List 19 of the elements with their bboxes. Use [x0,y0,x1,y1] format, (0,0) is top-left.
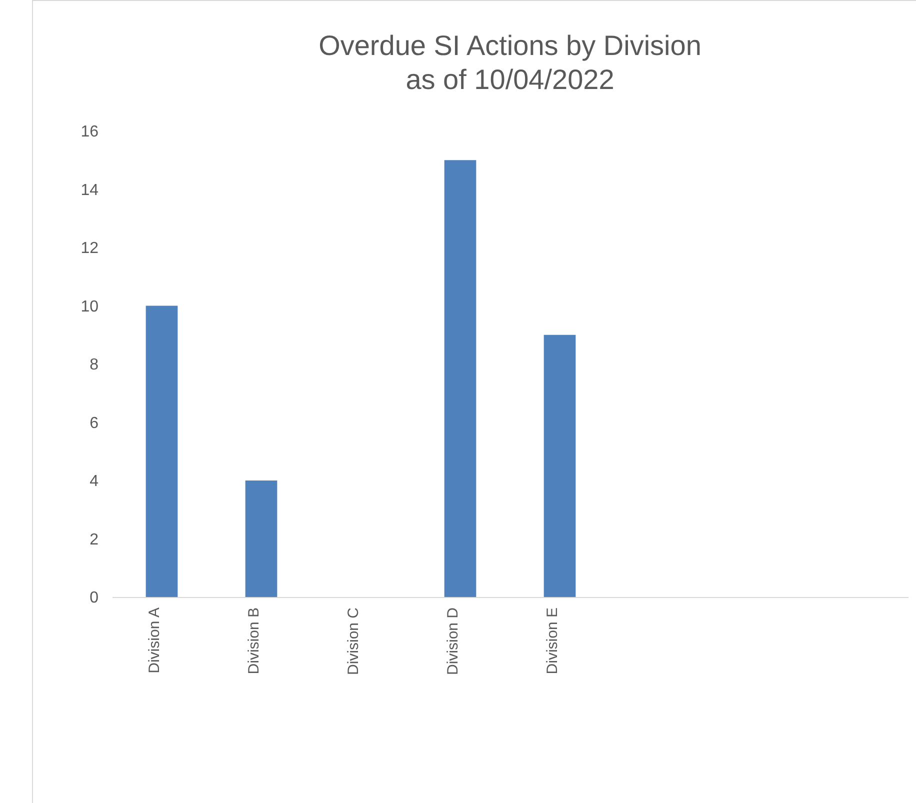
y-tick-label: 10 [80,298,99,316]
y-tick-label: 12 [80,240,99,257]
x-tick-label: Division A [146,608,163,674]
y-tick-label: 4 [90,473,99,490]
chart-title: Overdue SI Actions by Division as of 10/04/2022 [318,30,702,95]
y-tick-label: 14 [80,182,99,199]
bar [146,306,178,597]
x-tick-label: Division C [344,607,362,676]
bar [444,160,476,597]
y-tick-label: 16 [80,124,99,140]
x-tick-label: Division D [444,607,462,676]
bar [245,480,278,597]
bar [544,334,576,597]
x-tick-label: Division B [245,608,262,674]
y-tick-label: 2 [90,531,99,548]
y-tick-label: 6 [90,414,99,432]
y-tick-label: 8 [90,356,99,374]
y-tick-label: 0 [90,590,99,606]
x-tick-label: Division E [544,608,561,674]
